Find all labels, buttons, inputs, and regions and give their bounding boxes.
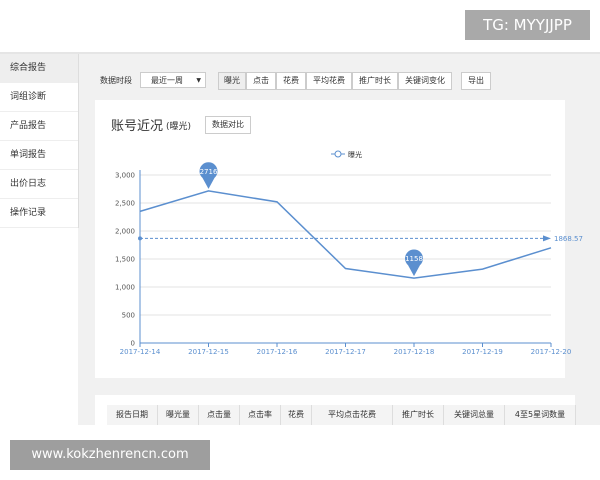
column-header[interactable]: 4至5星词数量	[505, 405, 576, 425]
table-header: 报告日期 曝光量 点击量 点击率 花费 平均点击花费 推广时长 关键词总量 4至…	[107, 405, 576, 425]
watermark: www.kokzhenrencn.com	[10, 440, 210, 470]
column-header[interactable]: 关键词总量	[444, 405, 505, 425]
panel-subtitle: (曝光)	[166, 122, 192, 132]
table-panel: 报告日期 曝光量 点击量 点击率 花费 平均点击花费 推广时长 关键词总量 4至…	[95, 395, 576, 425]
legend-marker	[334, 150, 342, 158]
panel-title: 账号近况	[111, 119, 164, 134]
y-tick-label: 1,000	[115, 284, 135, 292]
nav-item[interactable]: 出价日志	[0, 170, 78, 199]
watermark: TG: MYYJJPP	[465, 10, 590, 40]
column-header[interactable]: 曝光量	[158, 405, 199, 425]
legend-label: 曝光	[348, 150, 362, 159]
nav-item[interactable]: 单词报告	[0, 141, 78, 170]
series-line	[139, 190, 552, 279]
y-tick-label: 3,000	[115, 172, 135, 180]
pin-marker	[405, 249, 423, 277]
column-header[interactable]: 点击量	[199, 405, 240, 425]
y-tick-label: 0	[131, 340, 135, 348]
average-arrow	[543, 235, 551, 242]
pin-marker	[199, 162, 218, 189]
tab[interactable]: 推广时长	[352, 72, 398, 90]
y-tick-label: 500	[122, 312, 135, 320]
period-label: 数据时段	[100, 76, 132, 85]
y-tick-label: 2,500	[115, 200, 135, 208]
nav-item[interactable]: 词组诊断	[0, 83, 78, 112]
column-header[interactable]: 点击率	[240, 405, 281, 425]
column-header[interactable]: 推广时长	[393, 405, 444, 425]
compare-button[interactable]: 数据对比	[205, 116, 251, 134]
select-value: 最近一周	[151, 76, 183, 85]
column-header[interactable]: 平均点击花费	[312, 405, 393, 425]
tab[interactable]: 平均花费	[306, 72, 352, 90]
tab[interactable]: 花费	[276, 72, 306, 90]
x-tick-label: 2017-12-18	[394, 348, 435, 356]
tab[interactable]: 关键词变化	[398, 72, 452, 90]
pin-label: 1158	[405, 255, 423, 263]
export-button[interactable]: 导出	[461, 72, 491, 90]
x-tick-label: 2017-12-14	[120, 348, 161, 356]
y-tick-label: 2,000	[115, 228, 135, 236]
x-tick-label: 2017-12-20	[531, 348, 572, 356]
period-select[interactable]: 最近一周 ▼	[140, 72, 206, 88]
x-tick-label: 2017-12-17	[325, 348, 366, 356]
tab[interactable]: 曝光	[218, 72, 246, 90]
y-tick-label: 1,500	[115, 256, 135, 264]
x-tick-label: 2017-12-15	[188, 348, 229, 356]
pin-label: 2716	[200, 168, 218, 176]
column-header[interactable]: 报告日期	[107, 405, 158, 425]
chart: 曝光 0 500 1,000 1,500 2,000 2,500 3,000 2017-12-…	[115, 150, 583, 356]
column-header[interactable]: 花费	[281, 405, 312, 425]
sidebar: 综合报告 词组诊断 产品报告 单词报告 出价日志 操作记录	[0, 54, 79, 228]
x-tick-label: 2017-12-19	[462, 348, 503, 356]
tab[interactable]: 点击	[246, 72, 276, 90]
nav-item[interactable]: 综合报告	[0, 54, 78, 83]
nav-item[interactable]: 操作记录	[0, 199, 78, 228]
x-tick-label: 2017-12-16	[257, 348, 298, 356]
average-start	[138, 236, 142, 241]
chart-panel	[95, 100, 565, 378]
nav-item[interactable]: 产品报告	[0, 112, 78, 141]
average-label: 1868.57	[554, 235, 583, 243]
